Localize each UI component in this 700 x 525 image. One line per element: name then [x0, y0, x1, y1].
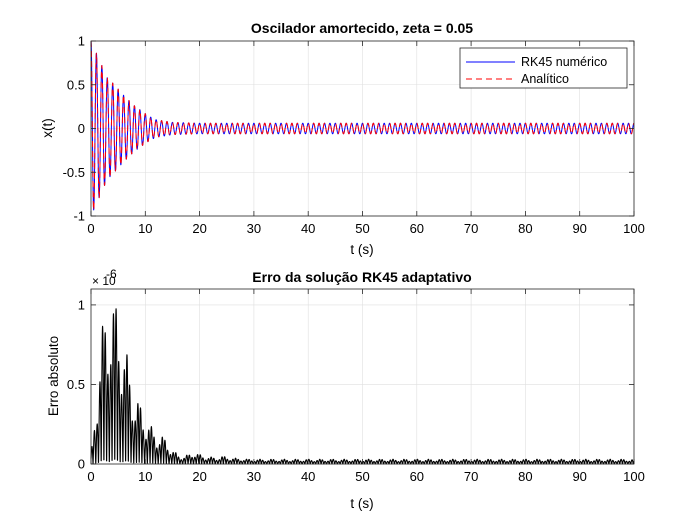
error-exponent-power: -6: [106, 267, 117, 281]
oscillator-xtick-label: 50: [355, 221, 369, 236]
error-xtick-label: 30: [247, 469, 261, 484]
oscillator-ytick-label: 0.5: [67, 77, 85, 92]
error-exponent-base: × 10: [92, 274, 116, 288]
oscillator-xtick-label: 30: [247, 221, 261, 236]
error-ytick-label: 0: [78, 457, 85, 472]
oscillator-xtick-label: 10: [138, 221, 152, 236]
oscillator-ytick-label: 1: [78, 34, 85, 49]
oscillator-xtick-label: 60: [410, 221, 424, 236]
error-xtick-label: 60: [410, 469, 424, 484]
oscillator-xtick-label: 80: [518, 221, 532, 236]
error-xtick-label: 40: [301, 469, 315, 484]
oscillator-plot: 0 10 20 30 40 50 60 70 80 90 100 -1 -0.5 0 0.5 1 Oscila…: [40, 20, 645, 257]
error-title: Erro da solução RK45 adaptativo: [252, 269, 471, 285]
error-xtick-label: 10: [138, 469, 152, 484]
oscillator-title: Oscilador amortecido, zeta = 0.05: [251, 20, 473, 36]
oscillator-curves: [90, 40, 635, 211]
error-xtick-label: 100: [623, 469, 645, 484]
legend: RK45 numérico Analítico: [459, 47, 628, 89]
oscillator-ytick-label: -1: [73, 209, 85, 224]
oscillator-ticks: 0 10 20 30 40 50 60 70 80 90 100 -1 -0.5 0 0.5 1: [63, 34, 645, 237]
error-xtick-label: 70: [464, 469, 478, 484]
oscillator-xtick-label: 90: [572, 221, 586, 236]
oscillator-xtick-label: 0: [87, 221, 94, 236]
error-xtick-label: 20: [192, 469, 206, 484]
error-ytick-label: 1: [78, 297, 85, 312]
error-ylabel: Erro absoluto: [46, 336, 61, 416]
oscillator-ytick-label: 0: [78, 121, 85, 136]
error-xtick-label: 50: [355, 469, 369, 484]
legend-label-rk45: RK45 numérico: [521, 55, 607, 69]
oscillator-ytick-label: -0.5: [63, 165, 85, 180]
error-grid: [90, 289, 635, 465]
error-ticks: 0 10 20 30 40 50 60 70 80 90 100 0 0.5 1: [67, 289, 645, 484]
error-xtick-label: 80: [518, 469, 532, 484]
oscillator-xtick-label: 40: [301, 221, 315, 236]
error-plot: 0 10 20 30 40 50 60 70 80 90 100 0 0.5 1 Erro da solu…: [46, 267, 645, 511]
oscillator-xtick-label: 100: [623, 221, 645, 236]
error-xtick-label: 90: [572, 469, 586, 484]
oscillator-xtick-label: 70: [464, 221, 478, 236]
oscillator-xlabel: t (s): [350, 242, 373, 257]
oscillator-xtick-label: 20: [192, 221, 206, 236]
error-exponent-label: × 10 -6: [92, 267, 117, 288]
legend-box: [459, 47, 628, 89]
error-xtick-label: 0: [87, 469, 94, 484]
legend-label-analitico: Analítico: [521, 72, 569, 86]
oscillator-ylabel: x(t): [40, 118, 55, 138]
error-ytick-label: 0.5: [67, 377, 85, 392]
series-line-analitico: [90, 40, 635, 211]
error-xlabel: t (s): [350, 496, 373, 511]
